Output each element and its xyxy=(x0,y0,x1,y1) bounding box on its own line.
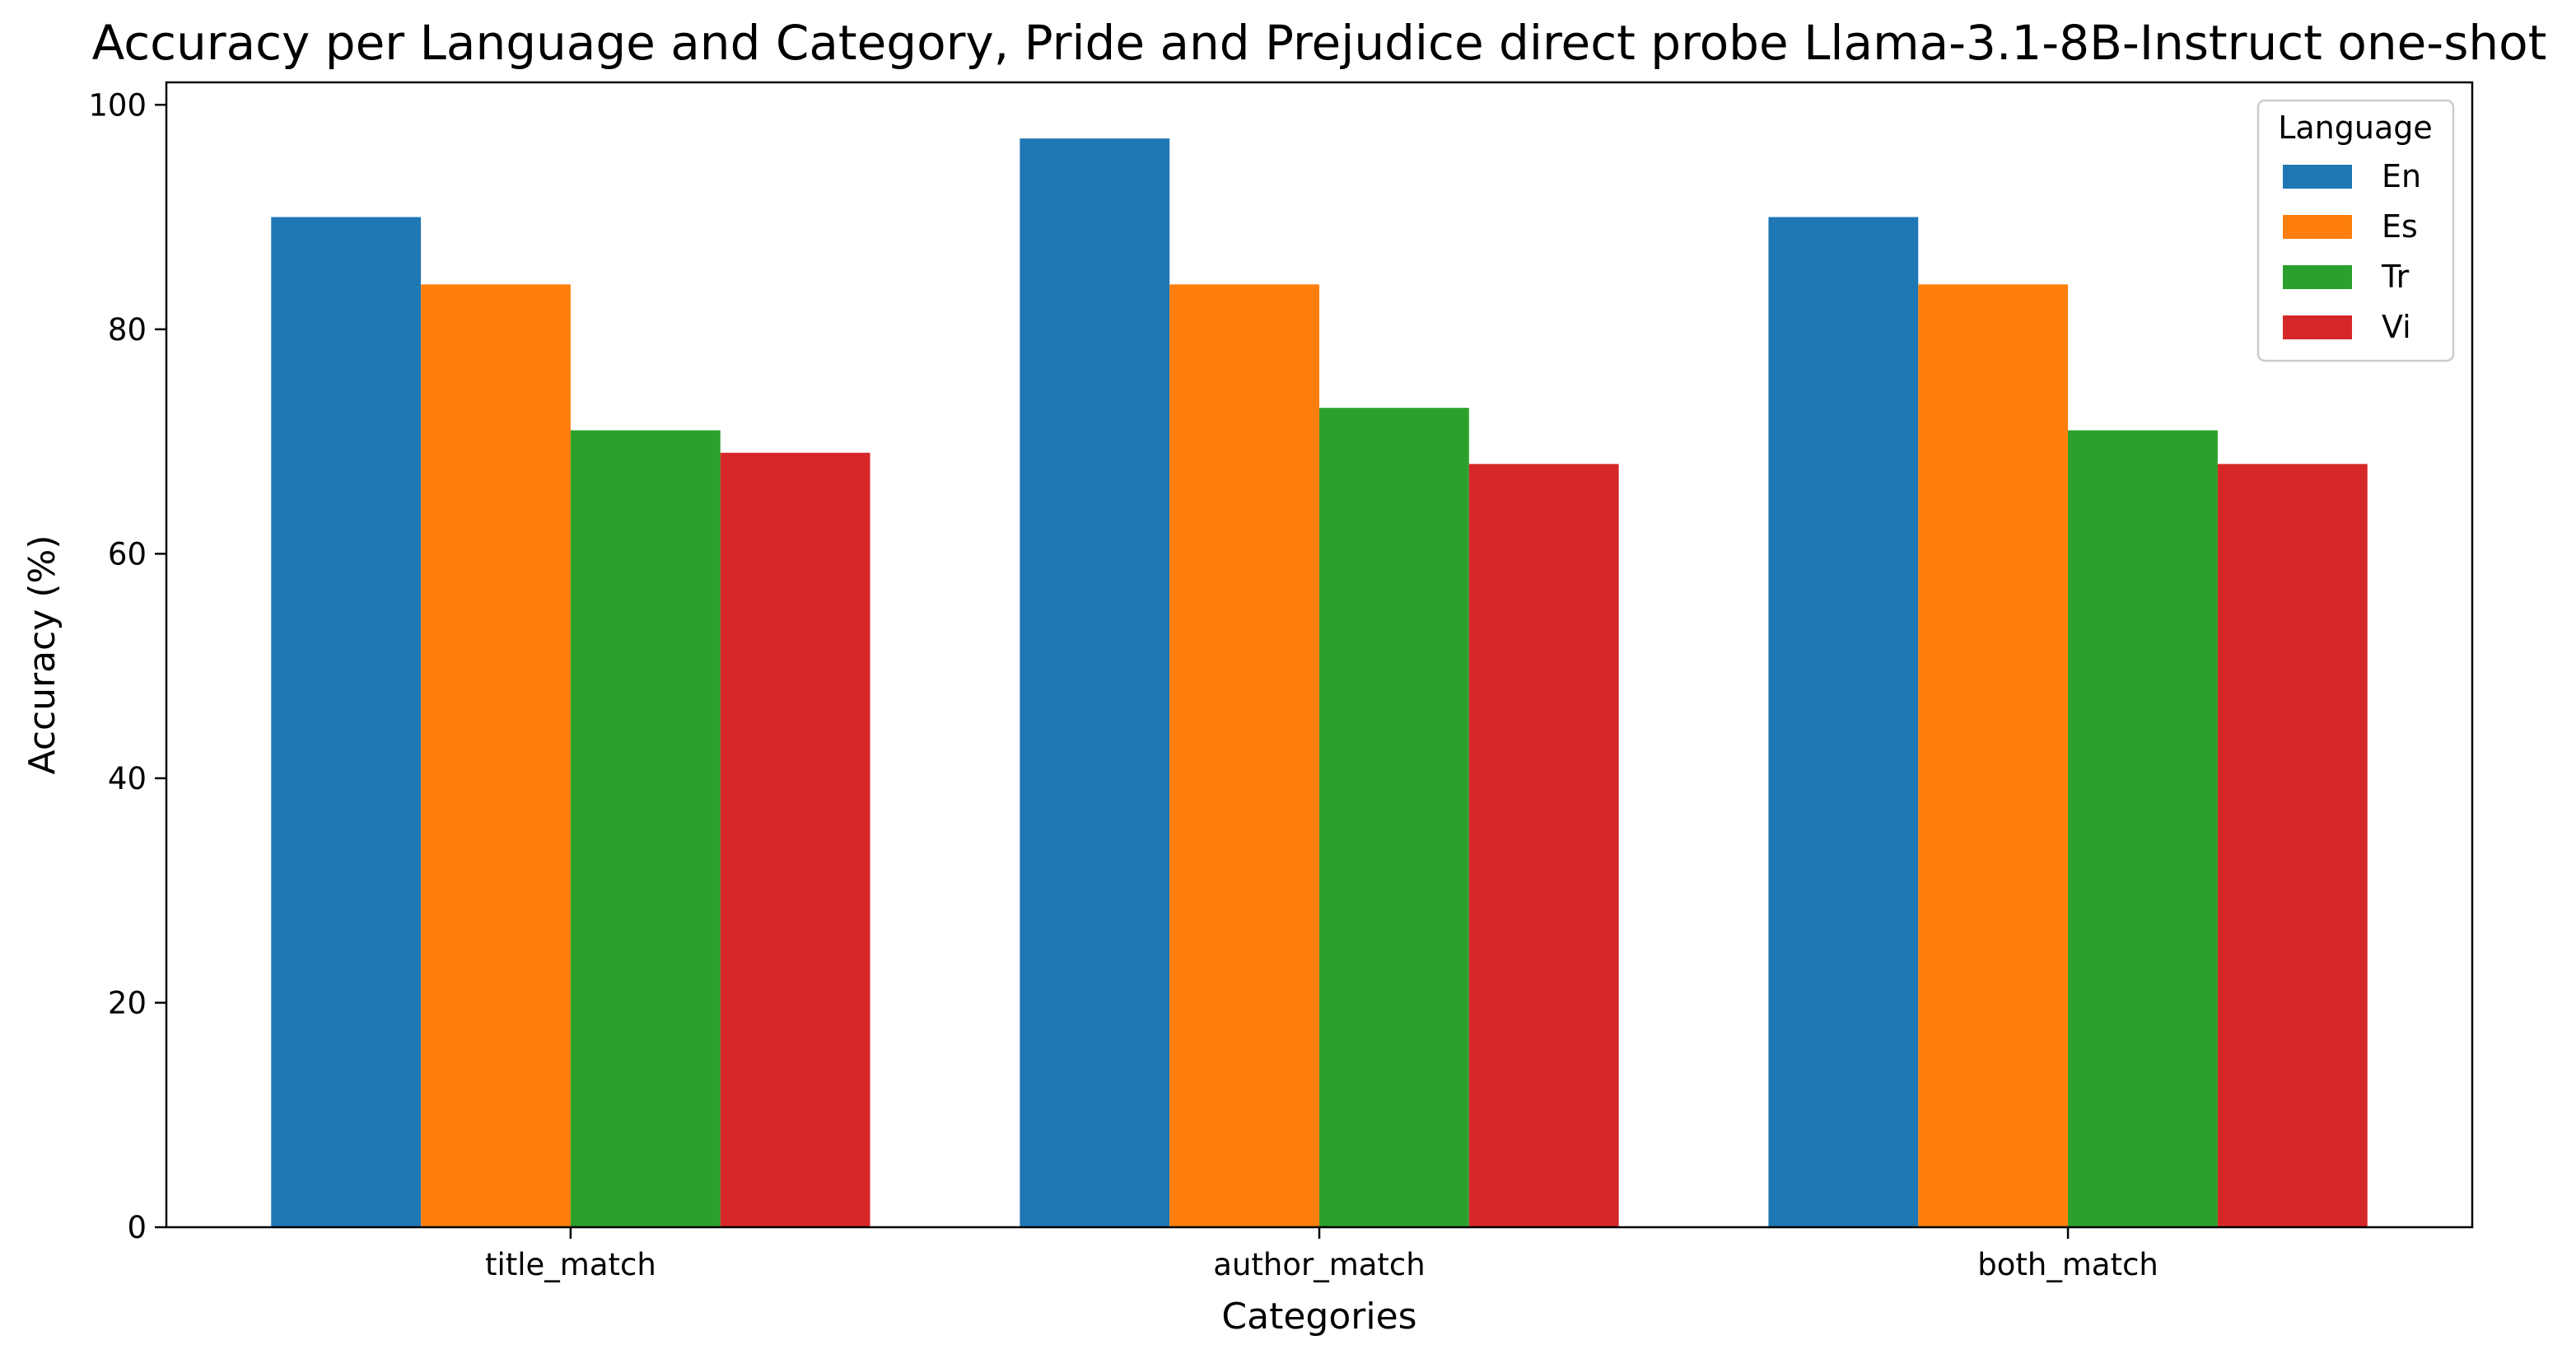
bar-both-match-en xyxy=(1768,217,1919,1227)
x-tick-label-title-match: title_match xyxy=(485,1247,656,1282)
bar-author-match-tr xyxy=(1319,408,1469,1228)
chart-title: Accuracy per Language and Category, Prid… xyxy=(92,15,2547,71)
bars-layer xyxy=(271,138,2368,1228)
x-axis-label: Categories xyxy=(1221,1296,1416,1338)
x-axis: title_match author_match both_match xyxy=(485,1227,2158,1282)
legend-swatch-tr xyxy=(2283,265,2352,289)
bar-author-match-en xyxy=(1020,138,1170,1228)
y-axis-label: Accuracy (%) xyxy=(21,535,63,774)
y-tick-label: 40 xyxy=(108,761,147,796)
legend-swatch-en xyxy=(2283,165,2352,189)
bar-author-match-es xyxy=(1169,284,1319,1227)
plot-frame xyxy=(165,81,2474,1229)
bar-title-match-es xyxy=(421,284,571,1227)
legend-label-es: Es xyxy=(2382,208,2418,245)
legend-title: Language xyxy=(2278,110,2433,146)
legend-items: En Es Tr Vi xyxy=(2283,158,2421,345)
bar-both-match-vi xyxy=(2217,464,2368,1227)
bar-title-match-en xyxy=(271,217,422,1227)
bar-both-match-tr xyxy=(2068,430,2218,1227)
y-tick-label: 0 xyxy=(127,1210,147,1245)
legend-swatch-vi xyxy=(2283,315,2352,339)
legend-label-tr: Tr xyxy=(2381,259,2410,295)
legend-swatch-es xyxy=(2283,215,2352,239)
bar-both-match-es xyxy=(1918,284,2069,1227)
legend: Language En Es Tr Vi xyxy=(2256,99,2455,362)
y-tick-label: 80 xyxy=(108,312,147,348)
bar-author-match-vi xyxy=(1468,464,1619,1227)
x-tick-label-both-match: both_match xyxy=(1977,1247,2158,1282)
y-axis: 0 20 40 60 80 100 xyxy=(88,87,166,1245)
y-tick-label: 20 xyxy=(108,985,147,1020)
legend-label-en: En xyxy=(2382,158,2421,194)
bar-title-match-tr xyxy=(570,430,721,1227)
x-tick-label-author-match: author_match xyxy=(1213,1247,1425,1282)
y-tick-label: 100 xyxy=(88,87,147,123)
y-tick-label: 60 xyxy=(108,536,147,572)
legend-label-vi: Vi xyxy=(2382,309,2411,345)
bar-title-match-vi xyxy=(720,452,870,1227)
